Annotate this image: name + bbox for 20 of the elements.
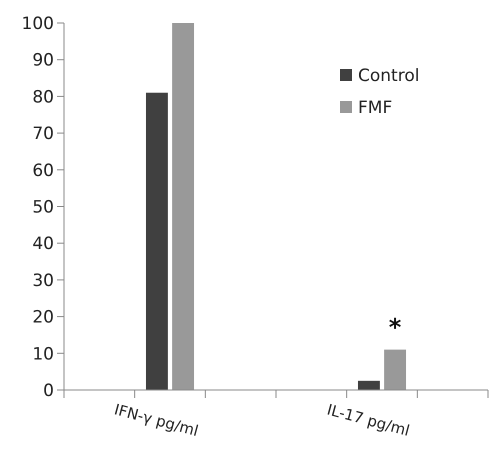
y-tick-label: 60 (32, 160, 54, 181)
y-tick-label: 30 (32, 270, 54, 291)
legend-label: Control (358, 66, 420, 86)
y-tick-label: 10 (32, 344, 54, 364)
bar (172, 23, 194, 390)
y-tick-label: 50 (32, 197, 54, 218)
y-tick-label: 100 (22, 14, 54, 34)
y-tick-label: 70 (32, 124, 54, 144)
annotation: * (388, 314, 402, 342)
bar (384, 350, 406, 390)
x-tick-label: IFN-γ pg/ml (112, 400, 200, 440)
legend-label: FMF (358, 98, 392, 118)
bar (358, 380, 380, 390)
bar (146, 92, 168, 390)
y-tick-label: 20 (32, 308, 54, 328)
y-tick-label: 40 (32, 234, 54, 254)
x-tick-label: IL-17 pg/ml (325, 400, 412, 440)
y-tick-label: 90 (32, 50, 54, 71)
y-tick-label: 80 (32, 87, 54, 108)
y-tick-label: 0 (43, 380, 54, 401)
